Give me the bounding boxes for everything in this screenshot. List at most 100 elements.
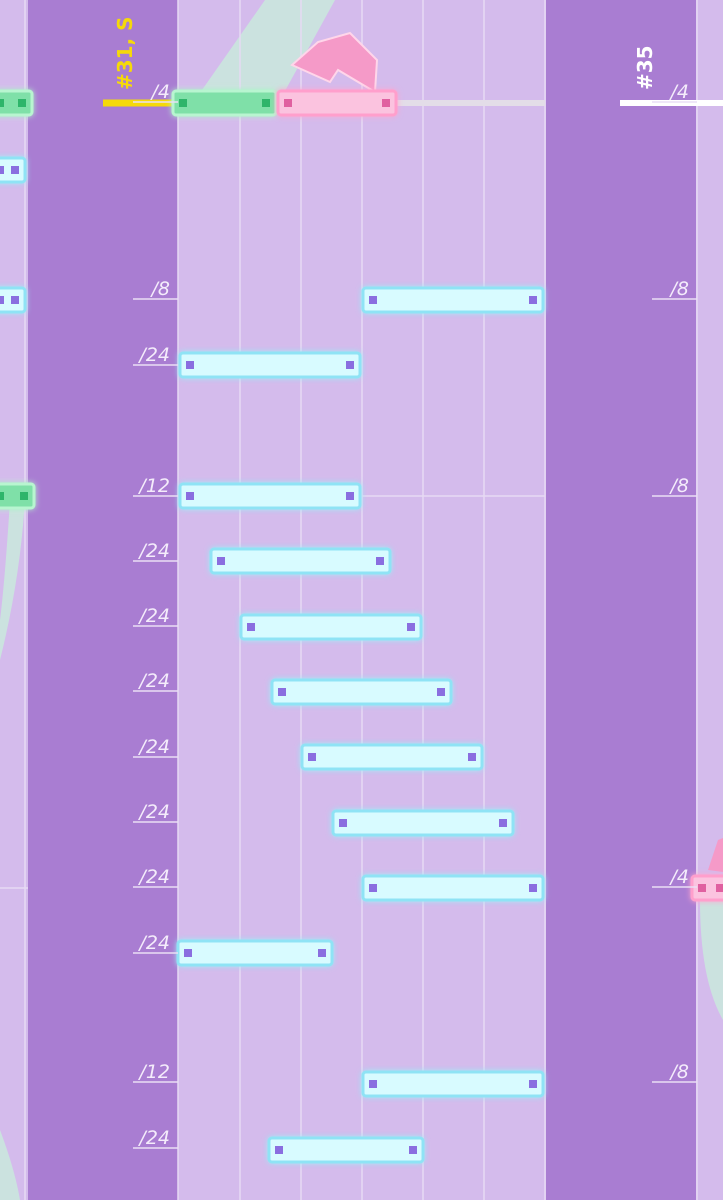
division-label: /24 <box>137 736 170 758</box>
measure-column <box>28 0 178 1200</box>
notes <box>0 89 723 1164</box>
note <box>239 613 423 641</box>
note-body <box>361 286 545 314</box>
slide-arrow <box>290 31 379 94</box>
note-body <box>361 874 545 902</box>
note <box>361 874 545 902</box>
note <box>178 482 362 510</box>
division-label: /4 <box>669 866 690 888</box>
note-handle <box>346 361 354 369</box>
note-handle <box>186 492 194 500</box>
note-handle <box>529 296 537 304</box>
division-label: /4 <box>150 81 171 103</box>
division-label: /24 <box>137 344 170 366</box>
note-handle <box>318 949 326 957</box>
note <box>270 678 453 706</box>
note <box>0 156 27 184</box>
note-body <box>178 482 362 510</box>
note-handle <box>437 688 445 696</box>
note-handle <box>0 492 4 500</box>
section-label: #35 <box>633 45 657 90</box>
note <box>300 743 484 771</box>
note <box>0 89 34 117</box>
note-body <box>239 613 423 641</box>
note <box>267 1136 425 1164</box>
note-handle <box>376 557 384 565</box>
note-handle <box>382 99 390 107</box>
division-label: /24 <box>137 866 170 888</box>
note <box>0 482 36 510</box>
note-body <box>361 1070 545 1098</box>
division-label: /8 <box>150 278 171 300</box>
division-label: /24 <box>137 1127 170 1149</box>
division-label: /12 <box>137 1061 170 1083</box>
note-body <box>270 678 453 706</box>
note-handle <box>11 166 19 174</box>
note-handle <box>369 1080 377 1088</box>
note-handle <box>186 361 194 369</box>
hold-trail <box>195 0 335 100</box>
note-body <box>267 1136 425 1164</box>
note-body <box>276 89 398 117</box>
division-label: /8 <box>669 278 690 300</box>
hold-trail <box>700 900 723 1020</box>
note-handle <box>529 884 537 892</box>
note <box>171 89 278 117</box>
note-body <box>0 89 34 117</box>
note-handle <box>0 166 4 174</box>
note-handle <box>369 296 377 304</box>
note-handle <box>529 1080 537 1088</box>
note-handle <box>716 884 723 892</box>
note-handle <box>247 623 255 631</box>
note <box>690 874 723 902</box>
note <box>331 809 515 837</box>
section-label: #31, S <box>113 16 137 90</box>
note-handle <box>409 1146 417 1154</box>
note-body <box>0 482 36 510</box>
note-handle <box>18 99 26 107</box>
note-body <box>690 874 723 902</box>
division-label: /24 <box>137 605 170 627</box>
note-body <box>178 351 362 379</box>
division-label: /24 <box>137 670 170 692</box>
note-handle <box>184 949 192 957</box>
division-label: /8 <box>669 475 690 497</box>
note-body <box>176 939 334 967</box>
note-handle <box>278 688 286 696</box>
note-handle <box>20 492 28 500</box>
division-label: /4 <box>669 81 690 103</box>
division-label: /24 <box>137 801 170 823</box>
note-body <box>300 743 484 771</box>
note-handle <box>262 99 270 107</box>
note <box>209 547 392 575</box>
note-handle <box>0 99 4 107</box>
note-handle <box>11 296 19 304</box>
note-handle <box>275 1146 283 1154</box>
division-label: /8 <box>669 1061 690 1083</box>
note-handle <box>308 753 316 761</box>
note <box>361 286 545 314</box>
note-body <box>209 547 392 575</box>
note-handle <box>468 753 476 761</box>
note-handle <box>499 819 507 827</box>
hold-trail <box>0 1130 20 1200</box>
note-body <box>331 809 515 837</box>
note-body <box>171 89 278 117</box>
note <box>276 89 398 117</box>
division-label: /24 <box>137 540 170 562</box>
division-label: /12 <box>137 475 170 497</box>
note-handle <box>217 557 225 565</box>
note-handle <box>339 819 347 827</box>
note-handle <box>407 623 415 631</box>
note <box>176 939 334 967</box>
note <box>0 286 27 314</box>
note-handle <box>0 296 4 304</box>
division-label: /24 <box>137 932 170 954</box>
note-handle <box>698 884 706 892</box>
note-handle <box>369 884 377 892</box>
note <box>361 1070 545 1098</box>
note-handle <box>179 99 187 107</box>
